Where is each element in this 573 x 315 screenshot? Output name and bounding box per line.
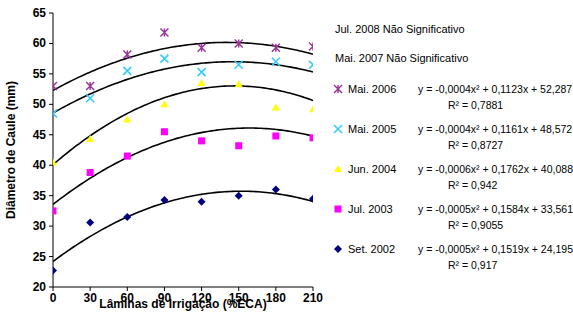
y-axis: [53, 13, 54, 287]
data-point: [235, 142, 242, 149]
plot-area: [53, 28, 313, 274]
legend-marker: [334, 245, 342, 253]
data-point: [235, 80, 243, 87]
data-point: [86, 94, 94, 102]
equation: y = -0,0004x² + 0,1161x + 48,572: [418, 123, 572, 135]
legend-label: Set. 2002: [348, 243, 395, 255]
data-point: [309, 195, 313, 203]
x-axis: [53, 287, 313, 288]
y-tick-label: 60: [33, 36, 47, 50]
data-point: [272, 103, 280, 110]
data-point: [309, 105, 313, 112]
data-point: [53, 109, 57, 117]
x-tick-label: 180: [266, 291, 286, 305]
data-point: [309, 61, 313, 69]
data-point: [272, 132, 279, 139]
y-axis-title: Diâmetro de Caule (mm): [4, 81, 18, 219]
legend-label: Jul. 2003: [348, 203, 393, 215]
legend-marker: [335, 206, 342, 213]
data-point: [235, 61, 243, 69]
y-tick-label: 25: [33, 250, 47, 264]
data-point: [53, 82, 57, 90]
data-point: [198, 79, 206, 86]
data-point: [235, 39, 243, 47]
legend-label: Mai. 2005: [348, 123, 396, 135]
data-point: [123, 116, 131, 123]
data-point: [272, 186, 280, 194]
y-tick: [49, 73, 53, 74]
data-point: [161, 128, 168, 135]
y-tick: [49, 287, 53, 288]
data-point: [160, 55, 168, 63]
data-point: [86, 135, 94, 142]
chart: 202530354045505560650306090120150180210L…: [0, 0, 573, 315]
y-tick: [49, 165, 53, 166]
data-point: [198, 68, 206, 76]
data-point: [53, 207, 57, 214]
y-tick: [49, 226, 53, 227]
y-tick: [49, 134, 53, 135]
r-squared: R² = 0,917: [448, 259, 497, 271]
data-point: [310, 134, 314, 141]
annotation: Jul. 2008 Não Significativo: [335, 23, 465, 35]
legend-label: Jun. 2004: [348, 163, 396, 175]
x-tick-label: 210: [303, 291, 323, 305]
legend-marker: [334, 85, 342, 93]
data-point: [123, 50, 131, 58]
annotation: Mai. 2007 Não Significativo: [335, 52, 468, 64]
data-point: [87, 169, 94, 176]
data-point: [160, 28, 168, 36]
data-point: [198, 137, 205, 144]
legend-marker: [334, 125, 342, 133]
equation: y = -0,0005x² + 0,1519x + 24,195: [418, 243, 573, 255]
legend-marker: [334, 165, 342, 172]
data-point: [53, 267, 57, 275]
trend-line: [53, 62, 313, 113]
legend-label: Mai. 2006: [348, 83, 396, 95]
data-point: [198, 44, 206, 52]
data-point: [124, 153, 131, 160]
y-tick-label: 40: [33, 158, 47, 172]
y-tick-label: 20: [33, 280, 47, 294]
y-tick: [49, 104, 53, 105]
y-tick-label: 55: [33, 67, 47, 81]
equation: y = -0,0006x² + 0,1762x + 40,088: [418, 163, 573, 175]
y-tick: [49, 256, 53, 257]
data-point: [86, 218, 94, 226]
equation: y = -0,0004x² + 0,1123x + 52,287: [418, 83, 572, 95]
y-tick: [49, 195, 53, 196]
y-tick-label: 50: [33, 97, 47, 111]
trend-line: [53, 191, 313, 261]
r-squared: R² = 0,9055: [448, 219, 503, 231]
r-squared: R² = 0,942: [448, 179, 497, 191]
x-axis-title: Lâminas de Irrigação (%ECA): [99, 297, 266, 311]
x-tick-label: 0: [50, 291, 57, 305]
r-squared: R² = 0,8727: [448, 139, 503, 151]
x-tick-label: 30: [83, 291, 97, 305]
y-tick-label: 35: [33, 189, 47, 203]
data-point: [160, 100, 168, 107]
data-point: [160, 196, 168, 204]
data-point: [272, 44, 280, 52]
data-point: [123, 213, 131, 221]
data-point: [123, 67, 131, 75]
data-point: [198, 198, 206, 206]
y-tick-label: 45: [33, 128, 47, 142]
r-squared: R² = 0,7881: [448, 99, 503, 111]
y-tick: [49, 43, 53, 44]
y-tick: [49, 13, 53, 14]
y-tick-label: 30: [33, 219, 47, 233]
data-point: [53, 158, 57, 165]
equation: y = -0,0005x² + 0,1584x + 33,561: [418, 203, 573, 215]
data-point: [86, 82, 94, 90]
y-tick-label: 65: [33, 6, 47, 20]
trend-line: [53, 86, 313, 165]
data-point: [272, 58, 280, 66]
data-point: [235, 192, 243, 200]
data-point: [309, 42, 313, 50]
